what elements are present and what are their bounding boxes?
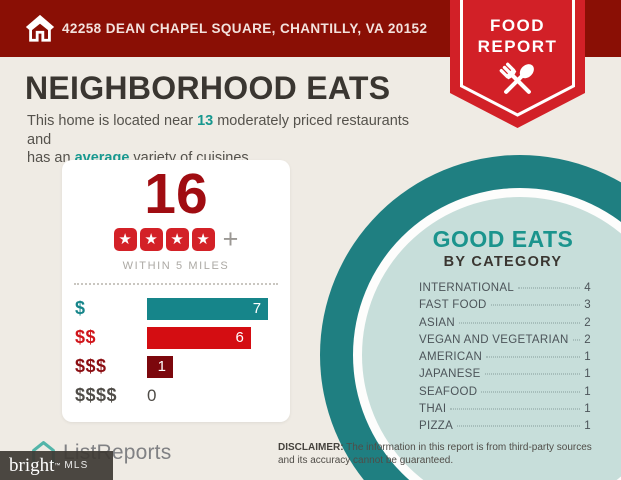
category-row: FAST FOOD 3 [419, 299, 591, 316]
category-name: INTERNATIONAL [419, 282, 515, 294]
badge-line-report: REPORT [477, 37, 558, 56]
restaurant-total-count: 16 [144, 162, 208, 226]
badge-text: FOOD REPORT [450, 16, 585, 57]
price-bar: 7 [147, 297, 269, 320]
disclaimer-label: DISCLAIMER: [278, 442, 344, 453]
category-count: 1 [584, 403, 591, 416]
dotted-leader [572, 339, 581, 341]
crossed-utensils-icon [499, 62, 534, 94]
food-report-badge: FOOD REPORT [450, 0, 585, 129]
subtitle-segment: This home is located near [27, 113, 198, 129]
price-bar: 1 [147, 355, 173, 378]
price-row: $ 7 [75, 294, 276, 323]
category-count: 1 [584, 385, 591, 398]
category-row: PIZZA 1 [419, 420, 591, 437]
disclaimer-text: The information in this report is from t… [278, 442, 592, 467]
page-title: NEIGHBORHOOD EATS [25, 70, 391, 106]
category-name: AMERICAN [419, 351, 483, 364]
price-row: $$$$ 0 [75, 381, 276, 410]
category-name: FAST FOOD [419, 299, 487, 312]
category-count: 1 [584, 420, 591, 433]
price-row: $$$ 1 [75, 352, 276, 381]
price-row: $$ 6 [75, 323, 276, 352]
restaurant-count-inline: 13 [197, 113, 214, 129]
category-name: JAPANESE [419, 368, 481, 381]
plus-icon: + [222, 224, 239, 254]
price-label: $$ [75, 327, 97, 347]
price-label: $ [75, 298, 86, 318]
category-row: AMERICAN 1 [419, 351, 591, 368]
category-count: 2 [584, 316, 591, 329]
property-address: 42258 DEAN CHAPEL SQUARE, CHANTILLY, VA … [62, 21, 428, 36]
category-count: 3 [584, 299, 591, 312]
bar-value: 1 [157, 358, 166, 375]
price-bar: 6 [147, 326, 251, 349]
category-name: THAI [419, 403, 447, 416]
category-name: SEAFOOD [419, 385, 478, 398]
star-icon: ★ [191, 228, 215, 251]
category-count: 4 [584, 282, 591, 294]
dotted-leader [484, 373, 581, 375]
category-row: VEGAN AND VEGETARIAN 2 [419, 334, 591, 351]
brightmls-wordmark: bright [9, 455, 55, 476]
ribbon-shape [450, 0, 585, 128]
category-row: JAPANESE 1 [419, 368, 591, 385]
good-eats-panel: GOOD EATS BY CATEGORY INTERNATIONAL 4 FAS… [411, 226, 595, 438]
dotted-leader [518, 287, 581, 289]
star-icon: ★ [165, 228, 189, 251]
brightmls-mls-label: MLS [64, 460, 89, 471]
bar-value: 6 [235, 329, 244, 346]
category-row: SEAFOOD 1 [419, 386, 591, 403]
category-row: THAI 1 [419, 403, 591, 420]
category-name: PIZZA [419, 420, 454, 433]
category-list: INTERNATIONAL 4 FAST FOOD 3 ASIAN 2 VEGAN A… [411, 282, 595, 438]
dotted-divider [74, 283, 278, 285]
house-icon [24, 12, 56, 49]
star-rating: ★ ★ ★ ★ + [62, 226, 290, 253]
subtitle-segment: has an [27, 150, 75, 167]
trademark-symbol: ™ [54, 462, 61, 469]
category-name: ASIAN [419, 316, 456, 329]
good-eats-title: GOOD EATS [432, 226, 574, 252]
price-label: $$$ [75, 356, 107, 376]
dotted-leader [459, 322, 581, 324]
brightmls-watermark: bright ™ MLS [0, 451, 113, 480]
bar-value: 7 [252, 300, 262, 317]
category-count: 1 [584, 368, 591, 381]
category-row: INTERNATIONAL 4 [419, 282, 591, 299]
price-bar-chart: $ 7 $$ 6 $$$ 1 $$$$ 0 [62, 285, 290, 410]
disclaimer: DISCLAIMER: The information in this repo… [278, 441, 608, 467]
dotted-leader [490, 304, 581, 306]
good-eats-subtitle: BY CATEGORY [443, 254, 563, 270]
star-icon: ★ [139, 228, 163, 251]
category-row: ASIAN 2 [419, 317, 591, 334]
dotted-leader [481, 391, 581, 393]
dotted-leader [486, 356, 581, 358]
star-icon: ★ [113, 228, 137, 251]
dotted-leader [450, 408, 581, 410]
page-subtitle: This home is located near 13 moderately … [27, 112, 437, 168]
dotted-leader [457, 425, 581, 427]
stats-card: 16 ★ ★ ★ ★ + WITHIN 5 MILES $ 7 $$ 6 [62, 160, 290, 422]
category-name: VEGAN AND VEGETARIAN [419, 333, 569, 346]
category-count: 2 [584, 333, 591, 346]
category-count: 1 [584, 351, 591, 364]
subtitle-segment: moderately priced restaurants and [27, 113, 410, 148]
bar-value: 0 [147, 385, 157, 405]
radius-caption: WITHIN 5 MILES [122, 260, 230, 272]
badge-line-food: FOOD [489, 16, 546, 35]
price-label: $$$$ [75, 385, 118, 405]
